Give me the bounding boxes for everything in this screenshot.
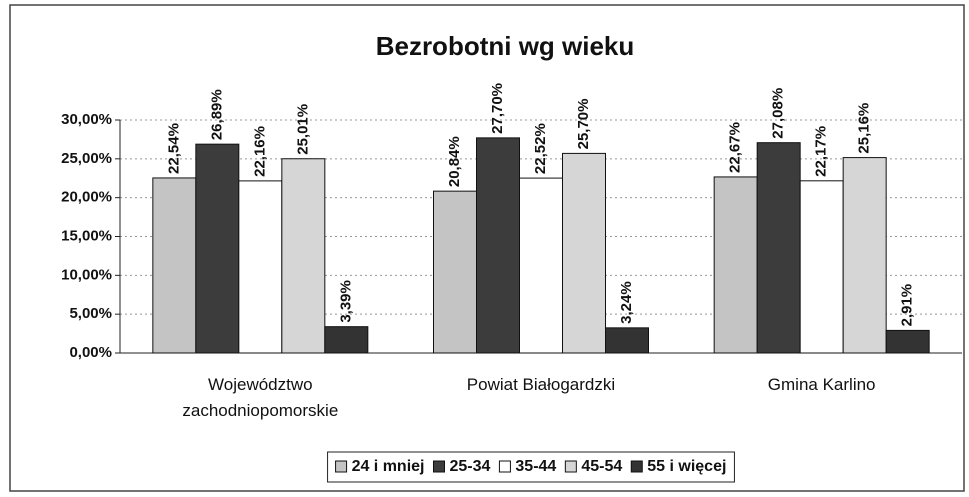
bar xyxy=(756,142,801,354)
bar xyxy=(519,177,563,354)
data-label: 2,91% xyxy=(899,284,916,327)
data-label: 22,67% xyxy=(727,122,744,173)
x-tick-label: Gmina Karlino xyxy=(767,375,876,394)
data-label: 22,54% xyxy=(165,123,182,174)
y-tick-label: 15,00% xyxy=(61,227,112,244)
legend-swatch xyxy=(335,460,348,473)
data-label: 22,16% xyxy=(251,126,268,177)
data-label: 3,39% xyxy=(337,280,354,323)
legend-label: 35-44 xyxy=(515,458,556,475)
y-tick-label: 30,00% xyxy=(61,111,112,128)
legend-swatch xyxy=(498,460,511,473)
bar xyxy=(324,326,369,354)
legend-box xyxy=(327,451,735,483)
legend-swatch xyxy=(630,460,643,473)
y-tick-label: 5,00% xyxy=(69,305,112,322)
data-label: 22,17% xyxy=(813,126,830,177)
bar xyxy=(799,180,844,354)
data-label: 26,89% xyxy=(208,89,225,140)
bar xyxy=(605,327,649,354)
bar xyxy=(195,143,240,354)
data-label: 22,52% xyxy=(532,123,549,174)
bar xyxy=(842,157,887,354)
x-tick-label: Powiat Białogardzki xyxy=(466,375,616,394)
legend-label: 25-34 xyxy=(449,458,490,475)
bar xyxy=(562,152,606,354)
legend-label: 55 i więcej xyxy=(647,458,726,475)
bar xyxy=(238,180,283,354)
data-label: 3,24% xyxy=(618,281,635,324)
data-label: 25,16% xyxy=(856,103,873,154)
chart-title: Bezrobotni wg wieku xyxy=(376,31,635,61)
bar xyxy=(152,177,197,354)
bar xyxy=(281,158,326,354)
bar xyxy=(885,329,930,354)
y-tick-label: 0,00% xyxy=(69,344,112,361)
y-tick-label: 25,00% xyxy=(61,150,112,167)
bar xyxy=(433,190,477,354)
y-tick-label: 20,00% xyxy=(61,189,112,206)
data-label: 27,08% xyxy=(770,88,787,139)
data-label: 25,70% xyxy=(575,99,592,150)
legend-label: 24 i mniej xyxy=(352,458,425,475)
bar xyxy=(713,176,758,354)
x-tick-label: Województwo zachodniopomorskie xyxy=(182,375,339,420)
bar xyxy=(476,137,520,354)
y-tick-label: 10,00% xyxy=(61,266,112,283)
legend: 24 i mniej 25-34 35-44 45-54 55 i więcej xyxy=(327,451,735,483)
data-label: 27,70% xyxy=(489,83,506,134)
data-label: 20,84% xyxy=(446,136,463,187)
legend-swatch xyxy=(564,460,577,473)
data-label: 25,01% xyxy=(294,104,311,155)
legend-swatch xyxy=(432,460,445,473)
legend-label: 45-54 xyxy=(581,458,622,475)
